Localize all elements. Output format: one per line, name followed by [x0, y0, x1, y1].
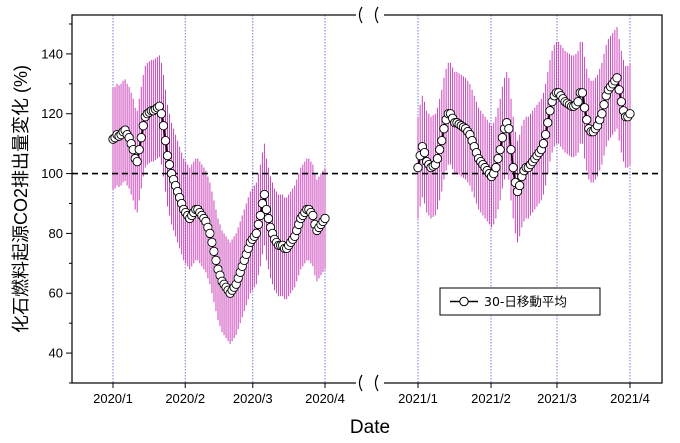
data-point: [164, 159, 175, 170]
y-tick-label: 80: [49, 226, 63, 241]
data-point: [158, 121, 169, 131]
data-point: [614, 85, 624, 95]
data-point: [506, 144, 516, 155]
data-point: [160, 136, 171, 146]
x-tick-label: 2020/2: [165, 391, 205, 406]
data-point: [599, 100, 609, 110]
y-axis: 40 60 80 100 120 140: [41, 23, 72, 384]
x-tick-label: 2021/4: [610, 391, 650, 406]
legend-marker: [459, 296, 469, 307]
data-point: [320, 213, 330, 224]
data-point: [308, 210, 318, 221]
x-tick-label: 2020/1: [93, 391, 133, 406]
data-markers: [108, 73, 635, 298]
data-point: [437, 136, 447, 146]
data-point: [259, 189, 270, 200]
y-tick-label: 60: [49, 286, 63, 301]
data-point: [419, 147, 430, 158]
data-point: [253, 219, 264, 230]
y-tick-label: 40: [49, 346, 63, 361]
data-point: [493, 153, 503, 164]
data-point: [515, 180, 525, 191]
data-point: [138, 121, 148, 131]
data-point: [540, 130, 551, 140]
data-point: [136, 133, 146, 143]
data-point: [263, 213, 274, 224]
data-point: [134, 144, 144, 155]
data-point: [625, 109, 635, 119]
data-point: [205, 228, 215, 239]
x-tick-label: 2021/3: [537, 391, 577, 406]
x-tick-label: 2020/4: [305, 391, 345, 406]
axis-break-mark-top-right: [374, 6, 379, 24]
x-tick-label: 2021/1: [398, 391, 438, 406]
data-point: [545, 106, 555, 116]
legend: 30-日移動平均: [439, 287, 601, 316]
y-tick-label: 140: [41, 46, 63, 61]
x-tick-label: 2021/2: [471, 391, 511, 406]
data-point: [432, 153, 443, 164]
x-axis: 2020/1 2020/2 2020/3 2020/4 2021/1 2021/2 2021…: [93, 383, 650, 406]
data-point: [508, 162, 518, 173]
data-point: [577, 88, 588, 98]
data-point: [504, 124, 514, 134]
x-tick-label: 2020/3: [233, 391, 273, 406]
data-point: [207, 237, 217, 248]
data-point: [211, 255, 221, 265]
data-point: [616, 97, 626, 107]
data-point: [543, 118, 553, 128]
y-axis-title: 化石燃料起源CO2排出量変化 (%): [11, 65, 31, 333]
data-point: [434, 144, 445, 155]
axis-break: [356, 6, 384, 392]
x-axis-title: Date: [350, 417, 390, 438]
data-point: [255, 210, 266, 221]
axis-break-mark-top-left: [358, 6, 363, 24]
data-point: [156, 109, 167, 119]
data-point: [162, 150, 173, 161]
data-point: [413, 162, 423, 173]
data-point: [573, 97, 583, 107]
data-point: [497, 133, 508, 143]
axis-break-mark-bottom-left: [358, 374, 363, 392]
data-point: [579, 103, 590, 113]
axis-break-mark-bottom-right: [374, 374, 379, 392]
y-tick-label: 100: [41, 166, 63, 181]
data-point: [538, 139, 549, 149]
data-point: [597, 109, 607, 119]
legend-label: 30-日移動平均: [484, 294, 567, 309]
data-point: [491, 162, 501, 173]
data-point: [251, 228, 262, 239]
data-point: [209, 246, 219, 257]
data-point: [612, 73, 622, 83]
data-point: [582, 115, 592, 125]
data-point: [261, 204, 272, 215]
y-tick-label: 120: [41, 106, 63, 121]
data-point: [495, 144, 505, 155]
data-point: [132, 156, 142, 167]
data-point: [439, 124, 449, 134]
